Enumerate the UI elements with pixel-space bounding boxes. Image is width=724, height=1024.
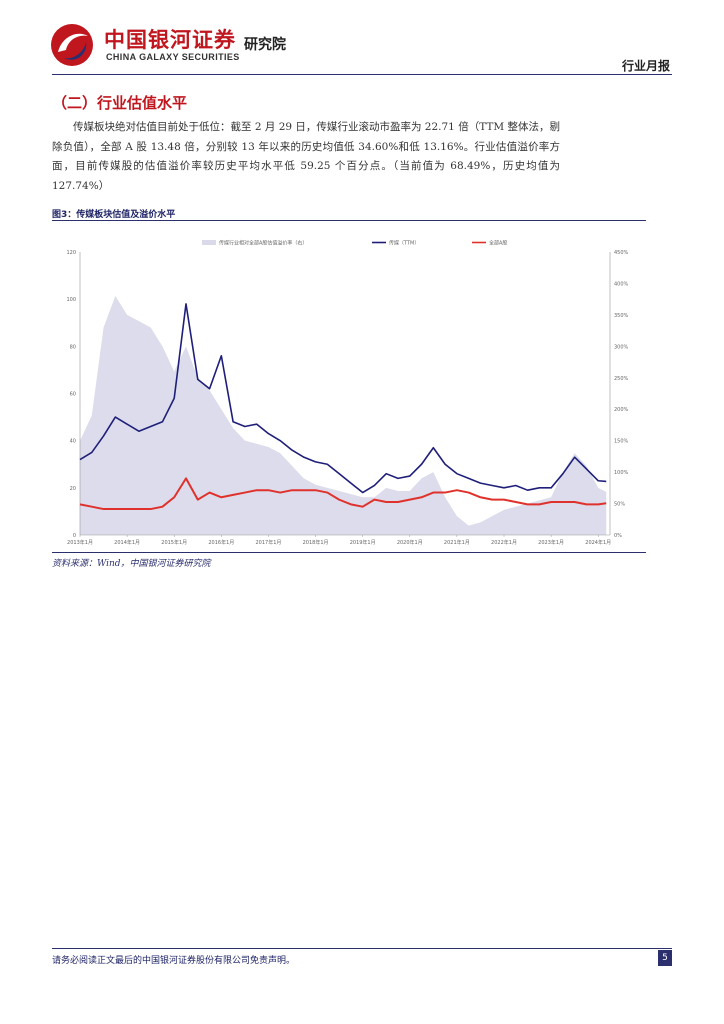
brand-name-cn: 中国银河证券	[104, 28, 236, 52]
right-tick-label: 0%	[614, 533, 622, 539]
section-paragraph: 传媒板块绝对估值目前处于低位：截至 2 月 29 日，传媒行业滚动市盈率为 22…	[52, 121, 560, 192]
lines-layer	[79, 303, 607, 511]
left-tick-label: 80	[70, 344, 76, 350]
left-tick-label: 40	[70, 439, 76, 445]
x-tick-label: 2014年1月	[114, 539, 140, 546]
header-divider	[52, 74, 672, 75]
figure-bottom-rule	[52, 552, 646, 553]
page-number: 5	[658, 950, 672, 966]
valuation-chart: 传媒行业相对全部A股估值溢价率（右） 传媒（TTM） 全部A股 0 20 40 60 80 1…	[66, 240, 628, 547]
galaxy-logo-icon	[51, 24, 93, 66]
legend-item: 全部A股	[472, 240, 507, 247]
legend-item: 传媒（TTM）	[372, 240, 419, 247]
brand-name-en: CHINA GALAXY SECURITIES	[106, 52, 240, 62]
right-tick-label: 400%	[614, 281, 629, 287]
premium-area-layer	[80, 296, 607, 535]
legend-item: 传媒行业相对全部A股估值溢价率（右）	[202, 240, 307, 247]
x-tick-label: 2022年1月	[491, 539, 517, 546]
footer-divider	[52, 948, 672, 949]
report-type: 行业月报	[621, 59, 670, 73]
x-tick-label: 2020年1月	[397, 539, 423, 546]
legend-label: 传媒（TTM）	[389, 240, 419, 247]
right-tick-label: 200%	[614, 407, 629, 413]
x-tick-label: 2013年1月	[67, 539, 93, 546]
x-tick-label: 2018年1月	[303, 539, 329, 546]
section-title: （二）行业估值水平	[52, 94, 188, 112]
chart-legend: 传媒行业相对全部A股估值溢价率（右） 传媒（TTM） 全部A股	[202, 240, 507, 247]
x-tick-label: 2017年1月	[255, 539, 281, 546]
axes-layer: 0 20 40 60 80 100 120 0% 50% 100% 150% 200% 250% 300%…	[66, 250, 628, 546]
left-tick-label: 0	[73, 533, 76, 539]
institute-label: 研究院	[244, 37, 286, 53]
media-ttm-line	[79, 303, 607, 494]
left-tick-label: 20	[70, 486, 76, 492]
right-tick-label: 300%	[614, 344, 629, 350]
left-tick-label: 120	[66, 250, 76, 256]
x-tick-label: 2019年1月	[350, 539, 376, 546]
right-tick-label: 50%	[614, 502, 625, 508]
figure-title: 图3：传媒板块估值及溢价水平	[52, 210, 176, 220]
footer-disclaimer: 请务必阅读正文最后的中国银河证券股份有限公司免责声明。	[52, 956, 296, 966]
figure-top-rule	[52, 220, 646, 221]
left-tick-label: 60	[70, 392, 76, 398]
x-tick-label: 2024年1月	[585, 539, 611, 546]
legend-swatch	[202, 240, 216, 245]
right-tick-label: 250%	[614, 376, 629, 382]
x-tick-label: 2023年1月	[538, 539, 564, 546]
figure-source: 资料来源：Wind，中国银河证券研究院	[52, 559, 211, 569]
x-tick-label: 2015年1月	[161, 539, 187, 546]
right-tick-label: 350%	[614, 313, 629, 319]
all-a-share-line	[79, 477, 607, 511]
right-tick-label: 150%	[614, 439, 629, 445]
right-tick-label: 100%	[614, 470, 629, 476]
legend-label: 传媒行业相对全部A股估值溢价率（右）	[219, 240, 307, 247]
x-tick-label: 2016年1月	[208, 539, 234, 546]
x-tick-label: 2021年1月	[444, 539, 470, 546]
right-tick-label: 450%	[614, 250, 629, 256]
left-tick-label: 100	[66, 297, 76, 303]
legend-label: 全部A股	[489, 240, 507, 247]
premium-area	[80, 296, 607, 535]
